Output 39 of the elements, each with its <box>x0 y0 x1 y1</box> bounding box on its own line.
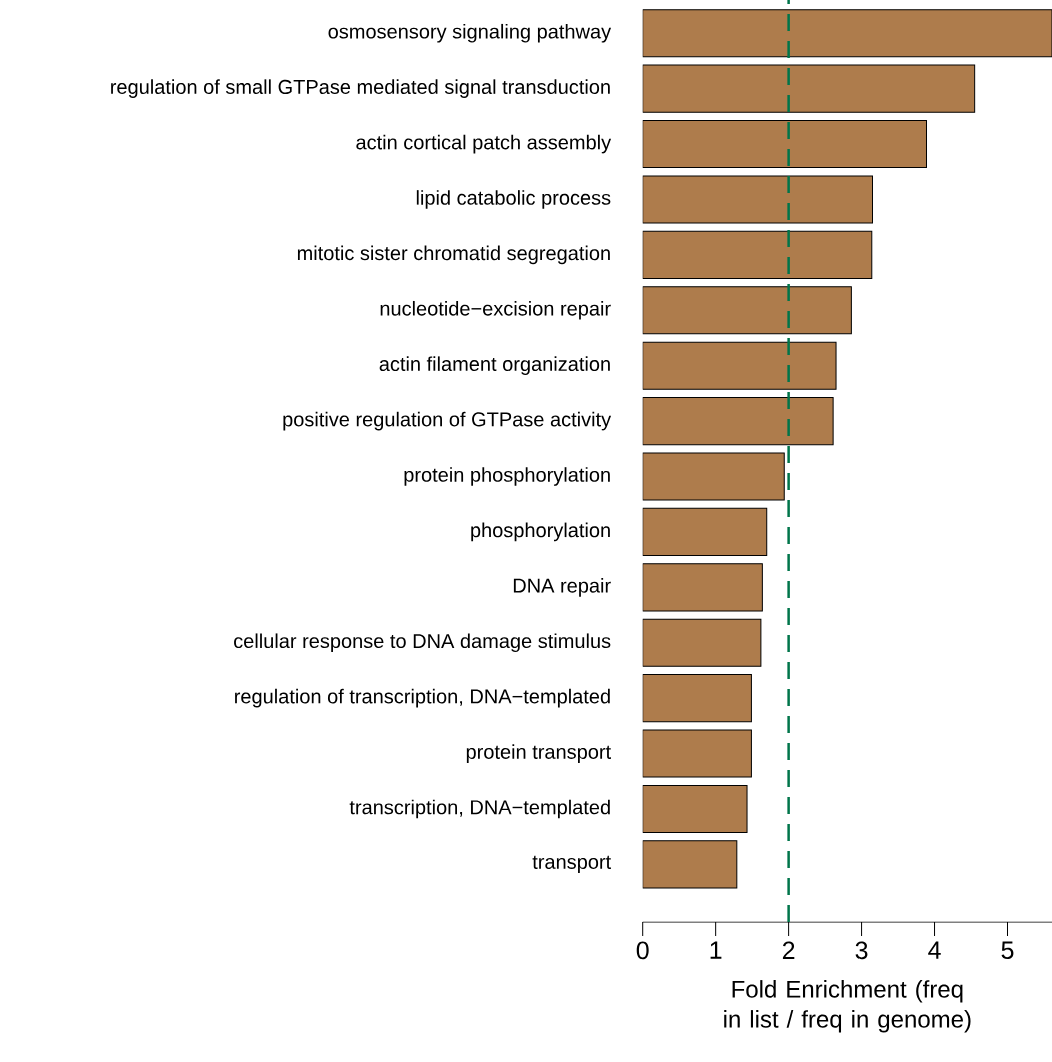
y-tick-label: protein phosphorylation <box>404 467 610 486</box>
bar <box>642 397 834 446</box>
bar <box>642 286 852 335</box>
bar <box>642 341 837 390</box>
bar <box>642 120 928 169</box>
bar <box>642 674 752 723</box>
bar <box>642 563 763 612</box>
y-tick-label: phosphorylation <box>471 522 610 542</box>
y-tick-label: lipid catabolic process <box>416 190 611 209</box>
y-tick-label: actin filament organization <box>379 356 610 376</box>
y-tick-label: protein transport <box>466 744 611 763</box>
y-tick-label: nucleotide−excision repair <box>380 300 611 320</box>
x-tick-label: 5 <box>1001 941 1014 959</box>
bar <box>642 64 976 113</box>
bar <box>642 840 738 889</box>
y-tick-label: cellular response to DNA damage stimulus <box>234 633 611 653</box>
y-tick-label: actin cortical patch assembly <box>356 134 612 154</box>
y-tick-label: transcription, DNA−templated <box>349 799 610 819</box>
bar <box>642 507 768 556</box>
bar <box>642 230 873 279</box>
y-tick-label: transport <box>532 855 612 873</box>
bar <box>642 729 752 778</box>
y-tick-label: positive regulation of GTPase activity <box>283 411 612 431</box>
bar <box>642 784 748 834</box>
y-tick-label: osmosensory signaling pathway <box>328 23 612 43</box>
x-tick-label: 1 <box>710 941 722 959</box>
bar <box>642 618 762 667</box>
y-tick-label: regulation of small GTPase mediated signal transduction <box>111 79 610 98</box>
x-tick-label: 0 <box>636 941 649 960</box>
bar <box>642 452 785 501</box>
y-tick-label: DNA repair <box>513 578 611 597</box>
x-axis-title: Fold Enrichment (freq in list / freq in genome) <box>724 980 971 1033</box>
bar <box>642 175 874 224</box>
bar <box>642 9 1052 58</box>
y-tick-label: mitotic sister chromatid segregation <box>297 245 610 265</box>
x-tick-label: 4 <box>928 941 941 959</box>
x-tick-label: 2 <box>782 941 795 959</box>
y-tick-label: regulation of transcription, DNA−templated <box>235 688 610 708</box>
x-tick-label: 3 <box>855 941 868 960</box>
